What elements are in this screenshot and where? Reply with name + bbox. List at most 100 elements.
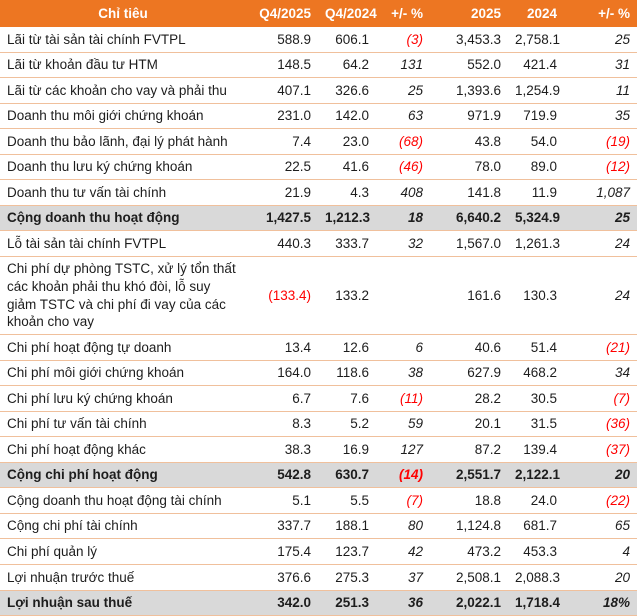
cell-value: 35 xyxy=(564,103,637,130)
cell-value: 78.0 xyxy=(430,154,508,181)
cell-value: 24.0 xyxy=(508,487,564,514)
cell-value: 65 xyxy=(564,513,637,540)
row-label: Doanh thu tư vấn tài chính xyxy=(0,179,246,206)
cell-value: 3,453.3 xyxy=(430,27,508,53)
cell-value: 24 xyxy=(564,256,637,336)
column-header: Chỉ tiêu xyxy=(0,0,246,27)
cell-value: 5.2 xyxy=(318,411,376,438)
table-row: Lãi từ tài sản tài chính FVTPL 588.9 606.1… xyxy=(0,27,637,53)
cell-value: 40.6 xyxy=(430,334,508,361)
cell-value: 5,324.9 xyxy=(508,205,564,232)
cell-value: (21) xyxy=(564,334,637,361)
cell-value: 1,254.9 xyxy=(508,77,564,104)
cell-value: 231.0 xyxy=(246,103,318,130)
cell-value: 123.7 xyxy=(318,538,376,566)
cell-value: 681.7 xyxy=(508,513,564,540)
cell-value: 38.3 xyxy=(246,436,318,463)
table-row: Chi phí quản lý 175.4 123.7 42 473.2 453.3 4 xyxy=(0,538,637,566)
cell-value: 971.9 xyxy=(430,103,508,130)
cell-value: (11) xyxy=(376,385,430,412)
cell-value: (22) xyxy=(564,487,637,514)
cell-value: 5.5 xyxy=(318,487,376,514)
cell-value: 87.2 xyxy=(430,436,508,463)
row-label: Doanh thu bảo lãnh, đại lý phát hành xyxy=(0,128,246,155)
cell-value: 542.8 xyxy=(246,462,318,489)
cell-value: 63 xyxy=(376,103,430,130)
cell-value: 1,427.5 xyxy=(246,205,318,232)
cell-value: 51.4 xyxy=(508,334,564,361)
cell-value: 2,758.1 xyxy=(508,27,564,53)
cell-value: 24 xyxy=(564,230,637,257)
cell-value: 7.4 xyxy=(246,128,318,155)
cell-value: 42 xyxy=(376,538,430,566)
cell-value: 1,718.4 xyxy=(508,590,564,616)
column-header: Q4/2024 xyxy=(318,0,377,27)
cell-value: 18% xyxy=(564,590,637,616)
cell-value: 1,212.3 xyxy=(318,205,376,232)
table-row: Chi phí hoạt động tự doanh 13.4 12.6 6 40.6 5… xyxy=(0,334,637,361)
cell-value: 28.2 xyxy=(430,385,508,412)
cell-value: 133.2 xyxy=(318,256,376,336)
row-label: Lợi nhuận trước thuế xyxy=(0,564,246,591)
table-row: Chi phí môi giới chứng khoán 164.0 118.6 38… xyxy=(0,360,637,387)
cell-value: 59 xyxy=(376,411,430,438)
row-label: Cộng chi phí hoạt động xyxy=(0,462,246,489)
row-label: Lợi nhuận sau thuế xyxy=(0,590,246,616)
cell-value: 1,087 xyxy=(564,179,637,206)
row-label: Lãi từ khoản đầu tư HTM xyxy=(0,52,246,79)
row-label: Chi phí môi giới chứng khoán xyxy=(0,360,246,387)
cell-value: 606.1 xyxy=(318,27,376,53)
cell-value: 31 xyxy=(564,52,637,79)
cell-value: 251.3 xyxy=(318,590,376,616)
cell-value: 552.0 xyxy=(430,52,508,79)
cell-value: 468.2 xyxy=(508,360,564,387)
cell-value: 37 xyxy=(376,564,430,591)
cell-value: (37) xyxy=(564,436,637,463)
row-label: Cộng doanh thu hoạt động xyxy=(0,205,246,232)
cell-value: 38 xyxy=(376,360,430,387)
cell-value: 20 xyxy=(564,564,637,591)
cell-value: 23.0 xyxy=(318,128,376,155)
cell-value: 118.6 xyxy=(318,360,376,387)
summary-row: Cộng doanh thu hoạt động 1,427.5 1,212.3 18… xyxy=(0,205,637,232)
table-row: Chi phí dự phòng TSTC, xử lý tổn thất cá… xyxy=(0,256,637,336)
table-row: Doanh thu môi giới chứng khoán 231.0 142.0… xyxy=(0,103,637,130)
column-header: +/- % xyxy=(376,0,430,27)
cell-value: 142.0 xyxy=(318,103,376,130)
cell-value: 421.4 xyxy=(508,52,564,79)
cell-value: 2,551.7 xyxy=(430,462,508,489)
cell-value: 30.5 xyxy=(508,385,564,412)
row-label: Lãi từ các khoản cho vay và phải thu xyxy=(0,77,246,104)
column-header: Q4/2025 xyxy=(246,0,318,27)
cell-value: 18.8 xyxy=(430,487,508,514)
cell-value: 5.1 xyxy=(246,487,318,514)
table-row: Chi phí lưu ký chứng khoán 6.7 7.6 (11) 28.2… xyxy=(0,385,637,412)
cell-value: 275.3 xyxy=(318,564,376,591)
cell-value: 453.3 xyxy=(508,538,564,566)
table-row: Cộng doanh thu hoạt động tài chính 5.1 5.5… xyxy=(0,487,637,514)
cell-value: 7.6 xyxy=(318,385,376,412)
cell-value: 342.0 xyxy=(246,590,318,616)
cell-value: 627.9 xyxy=(430,360,508,387)
cell-value: 13.4 xyxy=(246,334,318,361)
cell-value: 333.7 xyxy=(318,230,376,257)
cell-value: 54.0 xyxy=(508,128,564,155)
row-label: Chi phí lưu ký chứng khoán xyxy=(0,385,246,412)
row-label: Chi phí hoạt động tự doanh xyxy=(0,334,246,361)
cell-value: 719.9 xyxy=(508,103,564,130)
cell-value: 1,124.8 xyxy=(430,513,508,540)
cell-value: 161.6 xyxy=(430,256,508,336)
cell-value: (36) xyxy=(564,411,637,438)
cell-value: 1,393.6 xyxy=(430,77,508,104)
column-header: +/- % xyxy=(564,0,637,27)
cell-value: (46) xyxy=(376,154,430,181)
cell-value: 1,567.0 xyxy=(430,230,508,257)
cell-value: 32 xyxy=(376,230,430,257)
cell-value: 41.6 xyxy=(318,154,376,181)
row-label: Chi phí quản lý xyxy=(0,538,246,566)
cell-value: 408 xyxy=(376,179,430,206)
summary-row: Cộng chi phí hoạt động 542.8 630.7 (14) 2,55… xyxy=(0,462,637,489)
cell-value: (7) xyxy=(564,385,637,412)
cell-value: 31.5 xyxy=(508,411,564,438)
